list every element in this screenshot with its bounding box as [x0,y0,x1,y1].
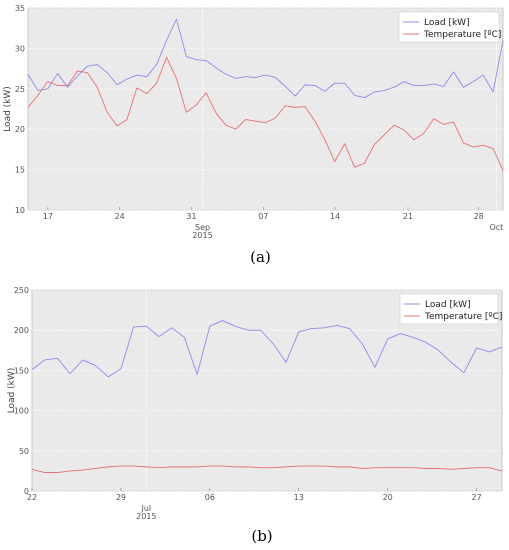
legend-label: Load [kW] [425,300,471,310]
x-tick-label: 28 [474,212,484,221]
y-tick-label: 10 [15,206,25,215]
month-tick-label: Sep [195,223,210,232]
y-tick-label: 150 [14,366,29,375]
x-tick-label: 24 [115,212,125,221]
y-tick-label: 200 [14,326,29,335]
x-tick-label: 06 [205,493,215,502]
x-tick-label: 22 [27,493,37,502]
x-tick-label: 21 [403,212,413,221]
legend-box [398,11,500,43]
x-tick-label: 31 [186,212,196,221]
figure-caption: (a) [250,248,271,266]
y-tick-label: 100 [14,407,29,416]
legend-label: Temperature [ºC] [424,312,502,322]
x-tick-label: 14 [330,212,340,221]
month-tick-label: Jul [140,504,151,513]
x-tick-label: 17 [43,212,53,221]
x-tick-label: 13 [294,493,304,502]
series-line-temperature [27,56,504,171]
y-tick-label: 250 [14,286,29,295]
legend-label: Load [kW] [424,18,470,28]
series-line-temperature [31,465,503,473]
x-tick-label: 20 [383,493,393,502]
series-line-load [27,18,504,99]
y-tick-label: 50 [19,447,29,456]
x-tick-label: 29 [116,493,126,502]
series-line-load [31,320,503,378]
figure-caption: (b) [251,527,272,545]
legend-box [399,293,499,325]
y-tick-label: 35 [15,4,25,13]
x-tick-label: 07 [258,212,268,221]
month-tick-label: 2015 [136,512,156,521]
x-tick-label: 27 [472,493,482,502]
y-tick-label: 15 [15,166,25,175]
month-tick-label: 2015 [192,231,212,240]
y-axis-label: Load (kW) [7,368,17,414]
y-tick-label: 25 [15,85,25,94]
legend-label: Temperature [ºC] [423,30,501,40]
y-tick-label: 20 [15,125,25,134]
month-tick-label: Oct [489,223,503,232]
y-axis-label: Load (kW) [3,86,13,132]
y-tick-label: 30 [15,44,25,53]
y-tick-label: 0 [24,487,29,496]
